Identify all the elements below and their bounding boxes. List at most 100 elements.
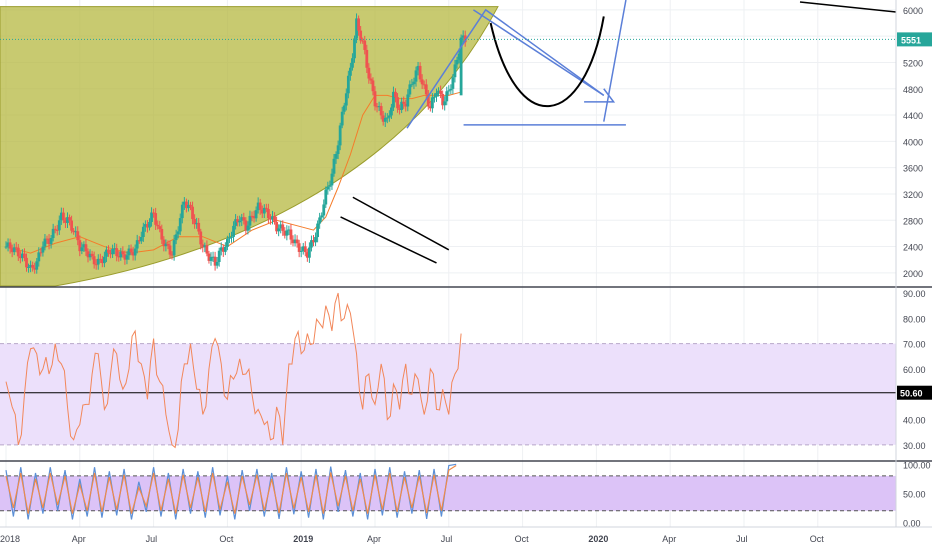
candle-body <box>240 217 244 221</box>
candle-body <box>64 220 67 223</box>
candle-body <box>113 248 117 250</box>
candle-body <box>305 252 309 258</box>
time-axis-tick-label: 2019 <box>293 534 313 544</box>
candle-body <box>156 224 160 227</box>
price-axis-tick-label: 6000 <box>903 6 923 16</box>
candle-body <box>349 67 352 76</box>
last-price-label-bg <box>897 32 932 47</box>
candle-body <box>125 255 129 260</box>
candle-body <box>103 256 106 264</box>
time-axis-tick-label: Oct <box>219 534 234 544</box>
candle-body <box>258 202 262 210</box>
candle-body <box>172 240 176 256</box>
candle-body <box>201 244 205 248</box>
candle-body <box>297 243 301 252</box>
candle-body <box>289 229 293 240</box>
candle-body <box>262 207 266 214</box>
candle-body <box>353 38 356 59</box>
rsi-value-label-bg <box>897 385 932 400</box>
candle-body <box>133 248 137 256</box>
candle-body <box>150 212 153 222</box>
candle-body <box>154 213 158 225</box>
candle-body <box>254 210 258 219</box>
candle-body <box>279 224 283 229</box>
time-axis[interactable]: 2018 Apr Jul Oct 2019 Apr Jul Oct 2020 Apr Jul Oct <box>0 534 824 544</box>
candle-body <box>59 212 63 221</box>
pane-separators[interactable] <box>0 0 932 528</box>
rising-wedge-line[interactable] <box>406 8 605 129</box>
time-axis-tick-label: Apr <box>662 534 676 544</box>
cup-arc-drawing[interactable] <box>489 16 605 108</box>
candle-body <box>68 217 71 221</box>
candle-body <box>219 247 223 251</box>
candle-body <box>271 216 274 220</box>
candle-body <box>439 90 442 94</box>
candle-body <box>351 58 354 68</box>
candle-body <box>301 246 305 251</box>
candle-body <box>94 264 98 266</box>
candle-body <box>367 67 371 79</box>
candle-body <box>264 207 268 210</box>
time-axis-tick-label: Oct <box>515 534 530 544</box>
candle-body <box>31 264 35 268</box>
candle-body <box>275 221 278 232</box>
candle-body <box>410 84 414 86</box>
candle-body <box>420 79 424 85</box>
candle-body <box>363 40 367 50</box>
candle-body <box>283 230 287 236</box>
breakout-projection-line[interactable] <box>603 0 627 122</box>
stochastic-pane[interactable] <box>0 463 896 520</box>
trendline-drawings[interactable] <box>340 0 897 264</box>
candle-body <box>217 250 221 262</box>
candle-body <box>232 225 235 237</box>
candle-body <box>4 246 8 248</box>
candle-body <box>146 224 149 228</box>
candle-body <box>260 209 264 214</box>
price-axis-tick-label: 3600 <box>903 164 923 174</box>
candle-body <box>277 228 281 232</box>
candle-body <box>27 266 30 268</box>
candle-body <box>115 248 119 257</box>
candle-body <box>287 229 291 231</box>
candle-body <box>449 88 453 91</box>
candle-body <box>189 204 192 207</box>
candle-body <box>131 252 135 256</box>
candle-body <box>453 64 457 78</box>
arrow-head[interactable] <box>584 88 616 103</box>
candle-body <box>23 253 26 258</box>
candle-body <box>49 238 53 245</box>
candle-body <box>406 94 410 107</box>
candle-body <box>400 101 404 110</box>
candle-body <box>418 65 422 80</box>
candle-body <box>80 247 84 252</box>
candle-body <box>158 226 162 229</box>
time-axis-tick-label: Jul <box>441 534 453 544</box>
candle-body <box>135 240 139 249</box>
candle-body <box>213 256 217 266</box>
candle-body <box>236 219 240 223</box>
price-axis-tick-label: 2800 <box>903 216 923 226</box>
candle-body <box>447 90 451 92</box>
candle-body <box>312 240 315 243</box>
candle-body <box>72 230 76 233</box>
price-pane[interactable] <box>0 0 897 287</box>
price-axis-tick-label: 2400 <box>903 243 923 253</box>
rsi-path <box>5 292 462 449</box>
top-right-trendline[interactable] <box>799 1 897 13</box>
candle-body <box>428 106 432 109</box>
flag-lower-line[interactable] <box>340 216 437 264</box>
candle-body <box>62 212 65 221</box>
candle-body <box>197 222 201 232</box>
candle-body <box>422 84 426 86</box>
candle-body <box>392 91 395 108</box>
candle-body <box>176 231 180 235</box>
candle-body <box>316 223 319 238</box>
candle-body <box>182 201 186 205</box>
candle-body <box>98 258 102 260</box>
flag-upper-line[interactable] <box>352 196 450 251</box>
rsi-pane[interactable] <box>0 292 896 449</box>
candle-body <box>10 248 14 253</box>
candle-body <box>18 256 22 259</box>
candle-body <box>463 35 467 43</box>
